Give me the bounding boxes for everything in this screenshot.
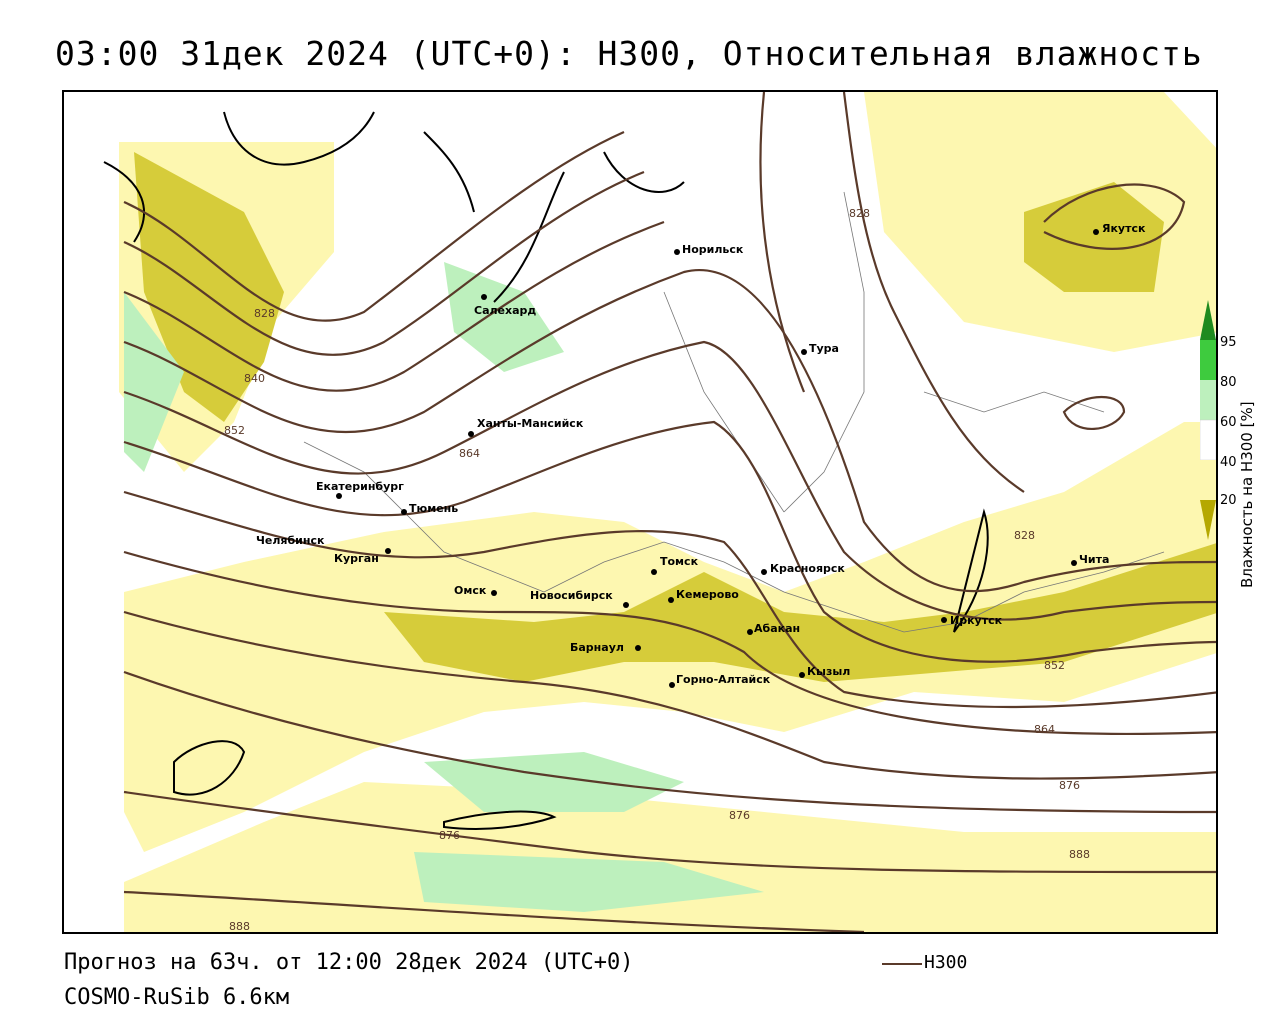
city-label-salekhard: Салехард (474, 304, 537, 317)
colorbar-tick: 95 (1220, 335, 1237, 350)
h300-legend-label: H300 (924, 952, 968, 973)
map-title: 03:00 31дек 2024 (UTC+0): H300, Относите… (55, 34, 1203, 73)
contour-label: 828 (254, 307, 275, 320)
city-marker (481, 294, 487, 300)
contour-label: 876 (729, 809, 750, 822)
humidity-fill-60 (124, 262, 764, 912)
city-label-irkutsk: Иркутск (950, 614, 1003, 627)
forecast-info: Прогноз на 63ч. от 12:00 28дек 2024 (UTC… (64, 950, 634, 975)
city-label-khanty-mansiysk: Ханты-Мансийск (477, 417, 584, 430)
city-marker (668, 597, 674, 603)
city-marker (1071, 560, 1077, 566)
contour-label: 876 (1059, 779, 1080, 792)
city-label-kemerovo: Кемерово (676, 588, 739, 601)
city-label-chita: Чита (1079, 553, 1110, 566)
contour-label: 852 (1044, 659, 1065, 672)
city-label-omsk: Омск (454, 584, 487, 597)
contour-label: 852 (224, 424, 245, 437)
city-marker (336, 493, 342, 499)
humidity-map: 828 840 852 864 876 888 828 828 852 864 … (103, 92, 1216, 933)
colorbar-tick: 60 (1220, 415, 1237, 430)
colorbar-title: Влажность на H300 [%] (1238, 401, 1256, 588)
map-frame: 828 840 852 864 876 888 828 828 852 864 … (62, 90, 1218, 934)
h300-contours (123, 92, 1216, 932)
colorbar-tick: 40 (1220, 455, 1237, 470)
city-label-tomsk: Томск (660, 555, 699, 568)
contour-labels: 828 840 852 864 876 888 828 828 852 864 … (224, 207, 1090, 933)
contour-label: 828 (849, 207, 870, 220)
region-borders (303, 191, 1165, 633)
city-label-novosibirsk: Новосибирск (530, 589, 613, 602)
city-marker (747, 629, 753, 635)
contour-label: 888 (1069, 848, 1090, 861)
model-name: COSMO-RuSib 6.6км (64, 985, 290, 1010)
city-marker (941, 617, 947, 623)
city-marker (401, 509, 407, 515)
city-label-yekaterinburg: Екатеринбург (316, 480, 404, 493)
colorbar-tick: 20 (1220, 493, 1237, 508)
city-marker (468, 431, 474, 437)
contour-label: 840 (244, 372, 265, 385)
city-marker (651, 569, 657, 575)
city-marker (669, 682, 675, 688)
city-label-kurgan: Курган (334, 552, 379, 565)
humidity-colorbar (1200, 300, 1216, 540)
city-marker (674, 249, 680, 255)
city-label-tura: Тура (809, 342, 839, 355)
coastline (103, 111, 989, 830)
city-marker (799, 672, 805, 678)
contour-label: 864 (459, 447, 480, 460)
h300-legend-line (882, 963, 922, 965)
city-label-tyumen: Тюмень (409, 502, 459, 515)
contour-label: 888 (229, 920, 250, 933)
city-label-gorno-altaysk: Горно-Алтайск (676, 673, 771, 686)
city-label-kyzyl: Кызыл (807, 665, 851, 678)
contour-label: 864 (1034, 723, 1055, 736)
city-marker (801, 349, 807, 355)
humidity-fill-low (134, 152, 1216, 682)
city-label-abakan: Абакан (754, 622, 801, 635)
city-label-norilsk: Норильск (682, 243, 744, 256)
city-marker (385, 548, 391, 554)
city-marker (491, 590, 497, 596)
city-marker (1093, 229, 1099, 235)
city-label-barnaul: Барнаул (570, 641, 624, 654)
contour-label: 828 (1014, 529, 1035, 542)
city-marker (635, 645, 641, 651)
contour-label: 876 (439, 829, 460, 842)
colorbar-tick: 80 (1220, 375, 1237, 390)
city-label-krasnoyarsk: Красноярск (770, 562, 845, 575)
city-marker (761, 569, 767, 575)
city-marker (623, 602, 629, 608)
city-label-chelyabinsk: Челябинск (256, 534, 325, 547)
city-label-yakutsk: Якутск (1102, 222, 1146, 235)
